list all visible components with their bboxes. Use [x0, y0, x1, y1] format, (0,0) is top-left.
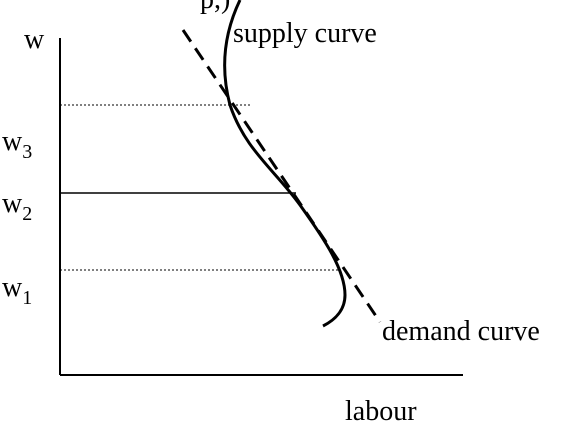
level-label: w1 — [2, 272, 32, 309]
x-axis-label: labour — [345, 396, 417, 427]
y-axis-label: w — [24, 24, 45, 55]
supply-curve — [223, 0, 347, 328]
demand-curve — [181, 29, 382, 323]
level-label: w3 — [2, 126, 32, 163]
demand-label: demand curve — [382, 316, 540, 347]
top-fragment: p,) — [200, 0, 230, 15]
level-label: w2 — [2, 188, 32, 225]
supply-label: supply curve — [233, 18, 377, 49]
